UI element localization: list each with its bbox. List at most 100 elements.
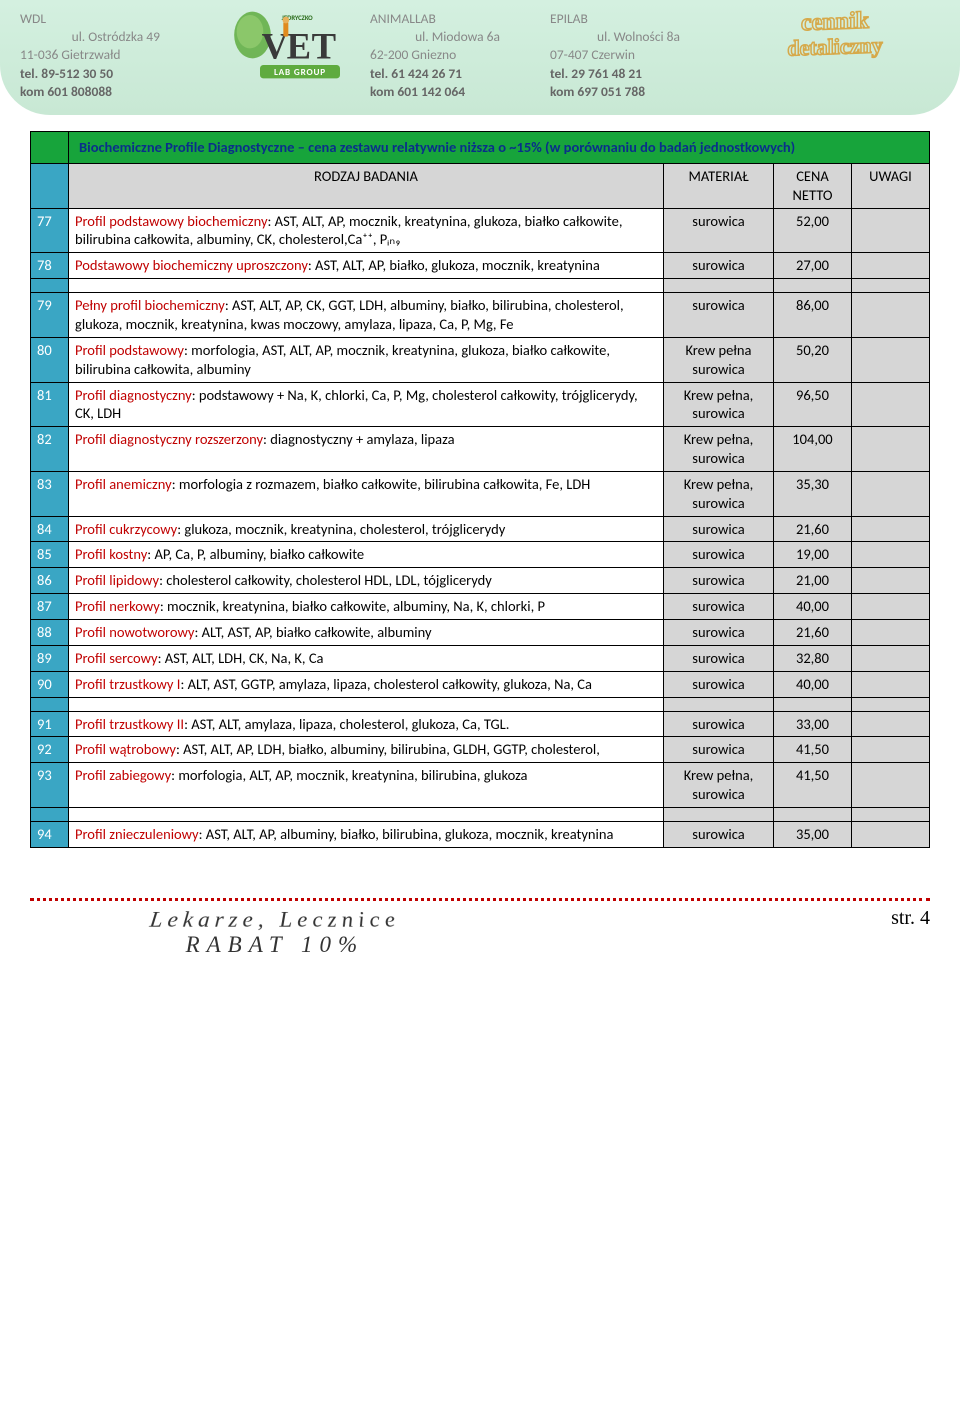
row-number: 87 xyxy=(31,594,69,620)
table-row: 90Profil trzustkowy I: ALT, AST, GGTP, a… xyxy=(31,671,930,697)
row-desc: Profil cukrzycowy: glukoza, mocznik, kre… xyxy=(69,516,664,542)
spacer-desc xyxy=(69,697,664,711)
col-cena-header: CENA NETTO xyxy=(773,163,851,208)
row-price: 104,00 xyxy=(773,427,851,472)
row-number: 83 xyxy=(31,471,69,516)
col-material-header: MATERIAŁ xyxy=(663,163,773,208)
spacer-price xyxy=(773,279,851,293)
lab-kom: kom 601 142 064 xyxy=(370,83,530,101)
col-uwagi-header: UWAGI xyxy=(851,163,929,208)
row-number: 94 xyxy=(31,821,69,847)
footer-art-line2: RABAT 10% xyxy=(150,932,400,957)
row-desc: Profil wątrobowy: AST, ALT, AP, LDH, bia… xyxy=(69,737,664,763)
row-number: 85 xyxy=(31,542,69,568)
row-notes xyxy=(851,337,929,382)
row-desc: Profil sercowy: AST, ALT, LDH, CK, Na, K… xyxy=(69,645,664,671)
row-notes xyxy=(851,594,929,620)
content: Biochemiczne Profile Diagnostyczne – cen… xyxy=(0,115,960,858)
lab-info-epilab: EPILAB ul. Wolności 8a 07-407 Czerwin te… xyxy=(550,10,710,101)
lab-info-wdl: WDL ul. Ostródzka 49 11-036 Gietrzwałd t… xyxy=(20,10,210,101)
spacer-notes xyxy=(851,697,929,711)
row-number: 89 xyxy=(31,645,69,671)
row-notes xyxy=(851,821,929,847)
table-row: 78Podstawowy biochemiczny uproszczony: A… xyxy=(31,253,930,279)
row-desc: Profil zabiegowy: morfologia, ALT, AP, m… xyxy=(69,763,664,808)
svg-text:E: E xyxy=(287,25,311,66)
row-price: 21,60 xyxy=(773,516,851,542)
row-material: surowica xyxy=(663,208,773,253)
row-notes xyxy=(851,737,929,763)
table-row: 89Profil sercowy: AST, ALT, LDH, CK, Na,… xyxy=(31,645,930,671)
row-notes xyxy=(851,382,929,427)
row-number: 77 xyxy=(31,208,69,253)
row-notes xyxy=(851,471,929,516)
row-price: 33,00 xyxy=(773,711,851,737)
row-price: 35,00 xyxy=(773,821,851,847)
spacer-mat xyxy=(663,279,773,293)
row-number: 79 xyxy=(31,293,69,338)
lab-tel: tel. 61 424 26 71 xyxy=(370,65,530,83)
row-desc: Profil diagnostyczny: podstawowy + Na, K… xyxy=(69,382,664,427)
lab-addr2: 07-407 Czerwin xyxy=(550,46,710,64)
spacer-price xyxy=(773,807,851,821)
row-number: 78 xyxy=(31,253,69,279)
row-desc: Profil podstawowy biochemiczny: AST, ALT… xyxy=(69,208,664,253)
row-notes xyxy=(851,711,929,737)
table-row: 87Profil nerkowy: mocznik, kreatynina, b… xyxy=(31,594,930,620)
row-desc: Pełny profil biochemiczny: AST, ALT, AP,… xyxy=(69,293,664,338)
col-num-header xyxy=(31,163,69,208)
row-number: 92 xyxy=(31,737,69,763)
table-row: 93Profil zabiegowy: morfologia, ALT, AP,… xyxy=(31,763,930,808)
lab-kom: kom 601 808088 xyxy=(20,83,210,101)
row-price: 41,50 xyxy=(773,737,851,763)
row-price: 40,00 xyxy=(773,594,851,620)
vet-logo-icon: JĘDRYCZKO V E T LAB GROUP xyxy=(230,10,350,85)
page-number: str. 4 xyxy=(891,907,930,930)
lab-name: EPILAB xyxy=(550,10,710,28)
footer: Lekarze, Lecznice RABAT 10% str. 4 xyxy=(0,907,960,968)
row-desc: Profil podstawowy: morfologia, AST, ALT,… xyxy=(69,337,664,382)
table-row: 82Profil diagnostyczny rozszerzony: diag… xyxy=(31,427,930,472)
col-rodzaj-header: RODZAJ BADANIA xyxy=(69,163,664,208)
lab-addr2: 62-200 Gniezno xyxy=(370,46,530,64)
row-material: Krew pełna, surowica xyxy=(663,763,773,808)
table-row: 80Profil podstawowy: morfologia, AST, AL… xyxy=(31,337,930,382)
row-desc: Profil znieczuleniowy: AST, ALT, AP, alb… xyxy=(69,821,664,847)
row-material: surowica xyxy=(663,542,773,568)
lab-addr2: 11-036 Gietrzwałd xyxy=(20,46,210,64)
spacer-row xyxy=(31,279,930,293)
row-desc: Podstawowy biochemiczny uproszczony: AST… xyxy=(69,253,664,279)
table-row: 86Profil lipidowy: cholesterol całkowity… xyxy=(31,568,930,594)
row-notes xyxy=(851,568,929,594)
row-desc: Profil trzustkowy II: AST, ALT, amylaza,… xyxy=(69,711,664,737)
row-material: surowica xyxy=(663,671,773,697)
table-row: 77Profil podstawowy biochemiczny: AST, A… xyxy=(31,208,930,253)
row-notes xyxy=(851,253,929,279)
row-notes xyxy=(851,427,929,472)
lab-name: ANIMALLAB xyxy=(370,10,530,28)
row-desc: Profil kostny: AP, Ca, P, albuminy, biał… xyxy=(69,542,664,568)
row-number: 80 xyxy=(31,337,69,382)
table-row: 92Profil wątrobowy: AST, ALT, AP, LDH, b… xyxy=(31,737,930,763)
lab-tel: tel. 29 761 48 21 xyxy=(550,65,710,83)
cennik-label: cennik detaliczny xyxy=(730,10,940,58)
row-price: 41,50 xyxy=(773,763,851,808)
lab-info-animallab: ANIMALLAB ul. Miodowa 6a 62-200 Gniezno … xyxy=(370,10,530,101)
row-notes xyxy=(851,208,929,253)
table-row: 83Profil anemiczny: morfologia z rozmaze… xyxy=(31,471,930,516)
row-number: 93 xyxy=(31,763,69,808)
lab-addr: ul. Wolności 8a xyxy=(550,28,710,46)
row-notes xyxy=(851,671,929,697)
row-price: 40,00 xyxy=(773,671,851,697)
table-row: 84Profil cukrzycowy: glukoza, mocznik, k… xyxy=(31,516,930,542)
row-notes xyxy=(851,763,929,808)
spacer-price xyxy=(773,697,851,711)
row-price: 86,00 xyxy=(773,293,851,338)
row-number: 82 xyxy=(31,427,69,472)
row-notes xyxy=(851,516,929,542)
row-material: surowica xyxy=(663,645,773,671)
row-material: Krew pełna surowica xyxy=(663,337,773,382)
row-number: 86 xyxy=(31,568,69,594)
spacer-num xyxy=(31,279,69,293)
row-number: 84 xyxy=(31,516,69,542)
